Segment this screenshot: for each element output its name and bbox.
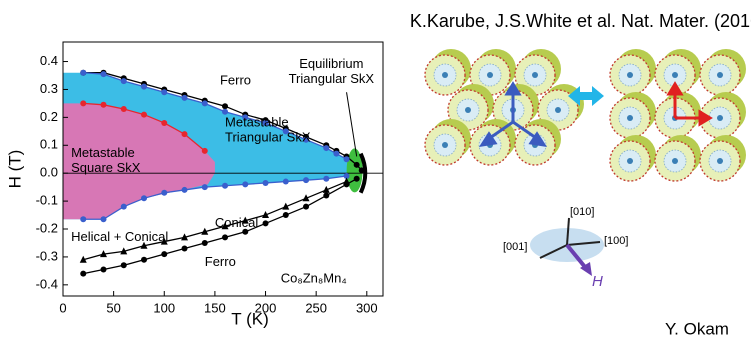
region-label: Ferro bbox=[220, 73, 251, 88]
marker bbox=[141, 84, 147, 90]
pointer bbox=[347, 92, 357, 156]
marker bbox=[80, 271, 86, 277]
axis-label: [001] bbox=[503, 241, 527, 253]
marker bbox=[202, 184, 208, 190]
marker bbox=[141, 112, 147, 118]
marker bbox=[80, 216, 86, 222]
marker bbox=[323, 193, 329, 199]
marker bbox=[323, 145, 329, 151]
axis-label: [010] bbox=[570, 206, 594, 218]
y-tick-label: 0.1 bbox=[40, 137, 58, 152]
citation: K.Karube, J.S.White et al. Nat. Mater. (… bbox=[410, 11, 751, 31]
marker bbox=[161, 190, 167, 196]
region-label: Ferro bbox=[205, 254, 236, 269]
marker bbox=[101, 102, 107, 108]
region-label: Co₈Zn₈Mn₄ bbox=[281, 271, 347, 286]
marker bbox=[161, 251, 167, 257]
region-label: Square SkX bbox=[71, 160, 141, 175]
y-tick-label: -0.1 bbox=[36, 193, 58, 208]
marker bbox=[121, 78, 127, 84]
marker bbox=[141, 257, 147, 263]
y-tick-label: -0.4 bbox=[36, 276, 58, 291]
region-label: Helical + Conical bbox=[71, 229, 168, 244]
marker bbox=[101, 216, 107, 222]
region-label: Triangular SkX bbox=[225, 129, 311, 144]
footer: Y. Okam bbox=[665, 319, 729, 338]
marker bbox=[283, 179, 289, 185]
marker bbox=[333, 151, 339, 157]
marker bbox=[202, 148, 208, 154]
x-tick-label: 50 bbox=[106, 300, 120, 315]
y-tick-label: 0.4 bbox=[40, 53, 58, 68]
marker bbox=[222, 234, 228, 240]
region-label: Equilibrium bbox=[299, 56, 363, 71]
marker bbox=[354, 162, 360, 168]
marker bbox=[344, 156, 350, 162]
marker bbox=[344, 181, 350, 187]
x-tick-label: 100 bbox=[153, 300, 175, 315]
marker bbox=[182, 187, 188, 193]
marker bbox=[182, 95, 188, 101]
marker bbox=[202, 240, 208, 246]
marker bbox=[323, 176, 329, 182]
y-tick-label: -0.2 bbox=[36, 220, 58, 235]
illustration-right bbox=[610, 49, 746, 181]
marker bbox=[263, 180, 269, 186]
marker bbox=[202, 100, 208, 106]
marker bbox=[101, 71, 107, 77]
region-label: Triangular SkX bbox=[289, 71, 375, 86]
marker bbox=[222, 183, 228, 189]
x-tick-label: 150 bbox=[204, 300, 226, 315]
figure: K.Karube, J.S.White et al. Nat. Mater. (… bbox=[0, 0, 751, 347]
y-axis-label: H (T) bbox=[5, 150, 24, 189]
x-axis-label: T (K) bbox=[231, 309, 268, 328]
illustration-left bbox=[425, 49, 584, 165]
region-label: Conical bbox=[215, 215, 258, 230]
marker bbox=[359, 167, 365, 173]
y-tick-label: 0.3 bbox=[40, 81, 58, 96]
x-tick-label: 0 bbox=[59, 300, 66, 315]
marker bbox=[303, 204, 309, 210]
marker bbox=[121, 106, 127, 112]
marker bbox=[121, 204, 127, 210]
marker bbox=[263, 220, 269, 226]
marker bbox=[303, 177, 309, 183]
marker bbox=[182, 131, 188, 137]
region-label: Metastable bbox=[71, 145, 135, 160]
marker bbox=[283, 212, 289, 218]
y-tick-label: -0.3 bbox=[36, 248, 58, 263]
region-label: Metastable bbox=[225, 114, 289, 129]
marker bbox=[141, 195, 147, 201]
marker bbox=[222, 103, 228, 109]
y-tick-label: 0.0 bbox=[40, 165, 58, 180]
axes-diagram: [010] [100] [001] H bbox=[503, 206, 628, 290]
marker bbox=[80, 70, 86, 76]
marker bbox=[354, 176, 360, 182]
x-tick-label: 250 bbox=[305, 300, 327, 315]
marker bbox=[182, 246, 188, 252]
marker bbox=[161, 120, 167, 126]
marker bbox=[80, 100, 86, 106]
axis-label: [100] bbox=[604, 235, 628, 247]
marker bbox=[121, 262, 127, 268]
y-tick-label: 0.2 bbox=[40, 109, 58, 124]
x-tick-label: 300 bbox=[356, 300, 378, 315]
marker bbox=[161, 89, 167, 95]
field-label: H bbox=[592, 273, 603, 290]
marker bbox=[242, 181, 248, 187]
marker bbox=[101, 266, 107, 272]
